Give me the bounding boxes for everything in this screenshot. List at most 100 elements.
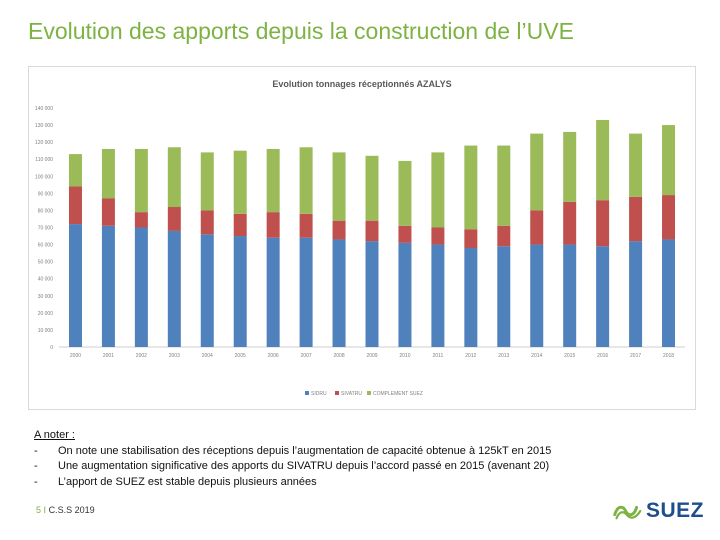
- bar-segment-complement-suez: [134, 148, 148, 213]
- bar-segment-complement-suez: [563, 131, 577, 202]
- y-tick-label: 30 000: [38, 294, 54, 300]
- bar-segment-sidru: [596, 246, 610, 347]
- legend-label: SIDRU: [311, 391, 327, 397]
- bar-segment-sidru: [68, 224, 82, 347]
- bar-segment-sidru: [398, 242, 412, 347]
- bar-segment-complement-suez: [101, 148, 115, 199]
- bar-segment-complement-suez: [68, 154, 82, 187]
- y-tick-label: 20 000: [38, 311, 54, 317]
- x-tick-label: 2008: [333, 353, 344, 359]
- bar-segment-sidru: [101, 225, 115, 347]
- x-tick-label: 2018: [663, 353, 674, 359]
- bar-segment-complement-suez: [431, 152, 445, 228]
- x-tick-label: 2007: [301, 353, 312, 359]
- bar-segment-sivatru: [332, 220, 346, 240]
- x-tick-label: 2002: [136, 353, 147, 359]
- bar-segment-complement-suez: [299, 147, 313, 214]
- bar-segment-sidru: [464, 247, 478, 347]
- bar-segment-sidru: [662, 239, 676, 347]
- bar-segment-sidru: [497, 246, 511, 347]
- y-tick-label: 90 000: [38, 191, 54, 197]
- y-tick-label: 50 000: [38, 260, 54, 266]
- notes-item: - Une augmentation significative des app…: [34, 459, 551, 475]
- slide-title: Evolution des apports depuis la construc…: [28, 18, 574, 44]
- x-tick-label: 2017: [630, 353, 641, 359]
- bar-segment-sivatru: [233, 213, 247, 237]
- bullet-dash: -: [34, 475, 38, 488]
- bar-segment-complement-suez: [200, 152, 214, 211]
- bar-segment-complement-suez: [332, 152, 346, 221]
- y-tick-label: 60 000: [38, 243, 54, 249]
- bar-segment-sivatru: [596, 200, 610, 247]
- bar-segment-sivatru: [563, 201, 577, 245]
- bar-segment-sidru: [530, 244, 544, 347]
- suez-swirl-icon: [613, 505, 642, 520]
- bar-segment-sidru: [134, 227, 148, 347]
- notes-heading: A noter :: [34, 429, 75, 441]
- bar-segment-complement-suez: [596, 119, 610, 201]
- bar-segment-sivatru: [629, 196, 643, 242]
- x-tick-label: 2009: [366, 353, 377, 359]
- bar-segment-sivatru: [365, 220, 379, 242]
- x-tick-label: 2010: [399, 353, 410, 359]
- x-tick-label: 2014: [531, 353, 542, 359]
- bar-segment-sidru: [431, 244, 445, 347]
- bar-segment-sivatru: [464, 229, 478, 248]
- bar-segment-complement-suez: [464, 145, 478, 230]
- bar-segment-sivatru: [299, 213, 313, 238]
- bar-segment-sivatru: [497, 225, 511, 247]
- x-tick-label: 2003: [169, 353, 180, 359]
- x-tick-label: 2000: [70, 353, 81, 359]
- bar-segment-sivatru: [662, 195, 676, 240]
- bar-segment-sivatru: [134, 212, 148, 228]
- x-tick-label: 2013: [498, 353, 509, 359]
- legend-swatch: [367, 391, 371, 395]
- footer-separator: I: [43, 505, 47, 515]
- notes-item-text: On note une stabilisation des réceptions…: [58, 444, 552, 457]
- x-tick-label: 2015: [564, 353, 575, 359]
- chart-title: Evolution tonnages réceptionnés AZALYS: [272, 79, 451, 89]
- notes-item-text: L’apport de SUEZ est stable depuis plusi…: [58, 475, 317, 488]
- bar-segment-sidru: [332, 239, 346, 347]
- x-tick-label: 2001: [103, 353, 114, 359]
- bar-segment-complement-suez: [662, 125, 676, 196]
- y-tick-label: 130 000: [35, 123, 53, 129]
- bar-segment-complement-suez: [233, 150, 247, 214]
- y-tick-label: 0: [50, 345, 53, 351]
- page-number: 5: [36, 505, 42, 515]
- notes-item-text: Une augmentation significative des appor…: [58, 460, 550, 472]
- bar-segment-sidru: [200, 234, 214, 347]
- bar-segment-sidru: [233, 236, 247, 347]
- y-tick-label: 120 000: [35, 140, 53, 146]
- y-tick-label: 70 000: [38, 226, 54, 232]
- bar-segment-sidru: [266, 237, 280, 347]
- bar-segment-sivatru: [266, 212, 280, 238]
- y-tick-label: 100 000: [35, 174, 53, 180]
- logo-text: SUEZ: [645, 499, 704, 522]
- bar-segment-sivatru: [200, 210, 214, 235]
- x-tick-label: 2006: [268, 353, 279, 359]
- footer: 5 I C.S.S 2019: [36, 505, 95, 515]
- legend-label: SIVATRU: [341, 391, 362, 397]
- y-tick-label: 40 000: [38, 277, 54, 283]
- x-tick-label: 2004: [202, 353, 213, 359]
- bar-segment-sidru: [167, 230, 181, 347]
- bar-segment-sidru: [629, 241, 643, 347]
- y-tick-label: 80 000: [38, 208, 54, 214]
- legend-swatch: [335, 391, 339, 395]
- stacked-bar-chart: Evolution tonnages réceptionnés AZALYS 0 1…: [35, 79, 685, 397]
- bar-segment-sidru: [563, 244, 577, 347]
- bar-segment-sivatru: [530, 210, 544, 245]
- footer-text: C.S.S 2019: [48, 505, 95, 515]
- x-tick-label: 2011: [433, 353, 444, 359]
- chart-frame: Evolution tonnages réceptionnés AZALYS 0 1…: [28, 66, 696, 410]
- bar-segment-complement-suez: [530, 133, 544, 211]
- bar-segment-complement-suez: [365, 155, 379, 221]
- bar-segment-sivatru: [167, 207, 181, 231]
- legend-label: COMPLEMENT SUEZ: [373, 391, 423, 397]
- bar-segment-complement-suez: [266, 148, 280, 213]
- notes-item: - L’apport de SUEZ est stable depuis plu…: [34, 475, 551, 491]
- x-tick-label: 2005: [235, 353, 246, 359]
- x-tick-label: 2012: [465, 353, 476, 359]
- bar-segment-sivatru: [101, 198, 115, 226]
